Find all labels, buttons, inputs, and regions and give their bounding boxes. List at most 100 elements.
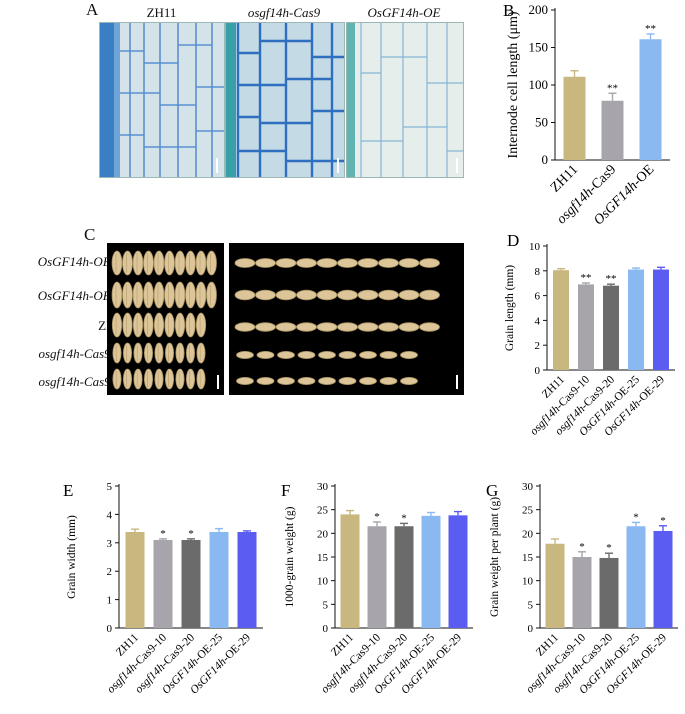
grain-length-row1	[296, 289, 317, 301]
y-tick-label: 3	[107, 538, 113, 550]
grain-width-row4	[112, 368, 122, 390]
grain-width-row4	[133, 368, 143, 390]
grain-width-row0	[164, 250, 175, 276]
grain-width-row0	[153, 250, 165, 276]
y-tick-label: 4	[107, 509, 113, 521]
grain-length-row1	[378, 289, 399, 301]
y-axis-label: Grain weight per plant (g)	[489, 497, 501, 617]
grain-length-row0	[419, 258, 440, 268]
significance-mark: **	[645, 23, 656, 35]
y-tick-label: 150	[529, 40, 549, 55]
panel-letter: F	[281, 481, 290, 500]
significance-mark: *	[401, 512, 407, 524]
significance-mark: *	[660, 515, 666, 527]
grain-length-row0	[357, 258, 379, 268]
grain-width-row0	[111, 250, 123, 276]
y-tick-label: 25	[317, 505, 329, 517]
grain-length-row1	[357, 289, 379, 301]
bar-osgf14h-Cas9-20	[394, 526, 414, 628]
grain-width-row0	[143, 250, 154, 276]
grain-width-row2	[153, 312, 165, 338]
grain-length-row1	[255, 289, 276, 301]
y-tick-label: 5	[107, 481, 113, 493]
y-tick-label: 30	[522, 481, 534, 493]
grain-width-row3	[185, 342, 196, 364]
micrograph-caption-zh11: ZH11	[146, 5, 177, 20]
bar-osgf14h-Cas9-20	[603, 285, 619, 370]
grain-length-row3	[318, 351, 336, 360]
grain-width-row3	[143, 342, 154, 364]
y-tick-label: 0	[542, 152, 549, 167]
significance-mark: *	[374, 511, 380, 523]
y-tick-label: 0	[323, 623, 329, 635]
grain-width-row3	[122, 342, 133, 364]
micrograph-cas9	[225, 22, 345, 178]
grain-width-row2	[195, 312, 207, 338]
grain-length-row4	[359, 376, 377, 385]
bar-osgf14h-Cas9-10	[578, 284, 594, 370]
grain-length-row2	[337, 322, 358, 332]
grain-width-row1	[206, 281, 217, 309]
grain-length-row2	[357, 322, 379, 332]
grain-row-label-oe25: OsGF14h-OE-25	[37, 254, 128, 269]
grain-length-row1	[337, 289, 358, 301]
grain-width-row4	[175, 368, 185, 390]
micrograph-oe	[346, 22, 464, 178]
significance-mark: **	[607, 82, 618, 94]
y-tick-label: 20	[522, 528, 534, 540]
grain-width-row0	[195, 250, 207, 276]
y-tick-label: 0	[107, 623, 113, 635]
significance-mark: *	[579, 541, 585, 553]
y-tick-label: 2	[107, 566, 113, 578]
micrograph-caption-cas9: osgf14h-Cas9	[247, 5, 321, 20]
grain-length-row2	[378, 322, 399, 332]
bar-ZH11	[545, 543, 565, 628]
y-tick-label: 6	[535, 291, 541, 303]
bar-ZH11	[563, 76, 586, 160]
y-tick-label: 20	[317, 528, 329, 540]
grain-length-row4	[338, 376, 357, 385]
y-tick-label: 30	[317, 481, 329, 493]
grain-length-row0	[255, 258, 276, 268]
grain-row-label-oe29: OsGF14h-OE-29	[37, 288, 128, 303]
grain-width-row4	[196, 368, 206, 390]
bar-osgf14h-Cas9-10	[153, 539, 173, 628]
y-tick-label: 15	[317, 552, 329, 564]
grain-width-row0	[185, 250, 196, 276]
bar-OsGF14h-OE-29	[653, 530, 673, 628]
grain-length-row0	[378, 258, 399, 268]
grain-width-row3	[196, 342, 206, 364]
y-tick-label: 5	[528, 599, 534, 611]
grain-width-row1	[185, 281, 196, 309]
y-tick-label: 25	[522, 505, 534, 517]
y-tick-label: 10	[522, 576, 534, 588]
grain-photo-width	[107, 243, 224, 395]
grain-length-row1	[419, 289, 440, 301]
y-tick-label: 200	[529, 2, 549, 17]
grain-length-row3	[277, 351, 295, 360]
grain-length-row1	[316, 289, 338, 301]
bar-ZH11	[553, 270, 569, 370]
grain-length-row0	[275, 258, 297, 268]
grain-length-row4	[256, 376, 275, 385]
grain-width-row2	[185, 312, 196, 338]
grain-length-row3	[379, 351, 398, 360]
panel-letter: G	[486, 481, 498, 500]
grain-row-label-cas9-20: osgf14h-Cas9-20	[38, 374, 128, 389]
y-tick-label: 10	[317, 576, 329, 588]
grain-length-row3	[297, 351, 316, 360]
grain-length-row2	[255, 322, 276, 332]
y-tick-label: 100	[529, 77, 549, 92]
grain-width-row1	[164, 281, 175, 309]
y-tick-label: 8	[535, 266, 541, 278]
grain-width-row1	[153, 281, 165, 309]
grain-width-row2	[174, 312, 186, 338]
bar-osgf14h-Cas9-10	[367, 526, 387, 628]
bar-OsGF14h-OE-29	[448, 515, 468, 628]
grain-length-row3	[359, 351, 377, 360]
y-tick-label: 4	[535, 315, 541, 327]
grain-width-row3	[112, 342, 122, 364]
grain-width-row3	[164, 342, 175, 364]
grain-row-label-cas9-10: osgf14h-Cas9-10	[38, 346, 128, 361]
grain-length-row2	[398, 322, 420, 332]
